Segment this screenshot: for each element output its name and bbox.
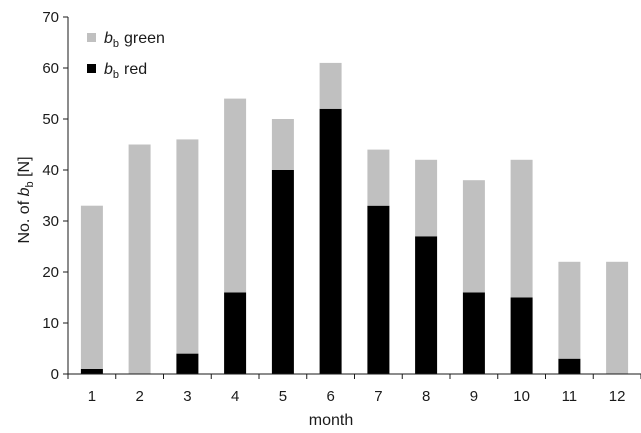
legend-symbol-green: b <box>104 30 113 47</box>
y-tick-label: 60 <box>42 60 59 77</box>
x-tick-labels: 1 2 3 4 5 6 7 8 9 10 11 12 <box>88 388 626 405</box>
y-tick-labels: 0 10 20 30 40 50 60 70 <box>42 9 59 383</box>
y-tick-label: 70 <box>42 9 59 26</box>
bar-red-6 <box>319 108 342 375</box>
bar-red-3 <box>176 353 199 374</box>
x-tick-label: 3 <box>183 388 191 405</box>
legend-subscript-red: b <box>113 69 119 81</box>
bar-red-8 <box>415 236 438 374</box>
y-tick-label: 20 <box>42 264 59 281</box>
legend-item-green: bb green <box>87 30 165 50</box>
y-tick-label: 30 <box>42 213 59 230</box>
bar-green-1 <box>80 205 103 369</box>
bar-red-1 <box>80 368 103 374</box>
x-tick-label: 2 <box>135 388 143 405</box>
x-tick-label: 7 <box>374 388 382 405</box>
x-tick-label: 5 <box>279 388 287 405</box>
bar-green-8 <box>415 159 438 237</box>
bar-green-5 <box>271 119 294 170</box>
bar-green-10 <box>510 159 533 298</box>
legend-symbol-red: b <box>104 61 113 78</box>
bar-green-11 <box>558 261 581 359</box>
x-axis-title: month <box>309 412 353 429</box>
legend-item-red: bb red <box>87 61 147 81</box>
legend-swatch-red <box>87 64 96 73</box>
x-tick-label: 1 <box>88 388 96 405</box>
x-tick-label: 12 <box>609 388 626 405</box>
bar-green-6 <box>319 62 342 109</box>
bar-green-3 <box>176 139 199 354</box>
y-tick-label: 40 <box>42 162 59 179</box>
y-tick-label: 0 <box>51 366 59 383</box>
bar-red-9 <box>462 292 485 374</box>
bar-red-5 <box>271 170 294 374</box>
bar-green-2 <box>128 144 151 374</box>
x-tick-label: 4 <box>231 388 239 405</box>
x-tick-label: 8 <box>422 388 430 405</box>
legend-swatch-green <box>87 33 96 42</box>
y-tick-label: 50 <box>42 111 59 128</box>
bar-red-4 <box>224 292 247 374</box>
legend: bb green bb red <box>87 30 165 81</box>
x-tick-label: 6 <box>326 388 334 405</box>
legend-subscript-green: b <box>113 38 119 50</box>
bar-red-7 <box>367 205 390 374</box>
legend-label-green: green <box>124 30 165 47</box>
bar-green-4 <box>224 98 247 293</box>
x-tick-label: 11 <box>562 388 578 405</box>
bar-green-7 <box>367 149 390 206</box>
x-tick-label: 9 <box>470 388 478 405</box>
axes-layer <box>63 16 641 379</box>
bar-red-10 <box>510 297 533 374</box>
legend-label-red: red <box>124 61 147 78</box>
bars-layer <box>80 62 629 375</box>
x-tick-label: 10 <box>513 388 530 405</box>
bar-green-12 <box>606 261 629 374</box>
bar-red-11 <box>558 358 581 374</box>
y-tick-label: 10 <box>42 315 59 332</box>
y-axis-title: No. of bb [N] <box>16 156 36 243</box>
bar-green-9 <box>462 180 485 293</box>
